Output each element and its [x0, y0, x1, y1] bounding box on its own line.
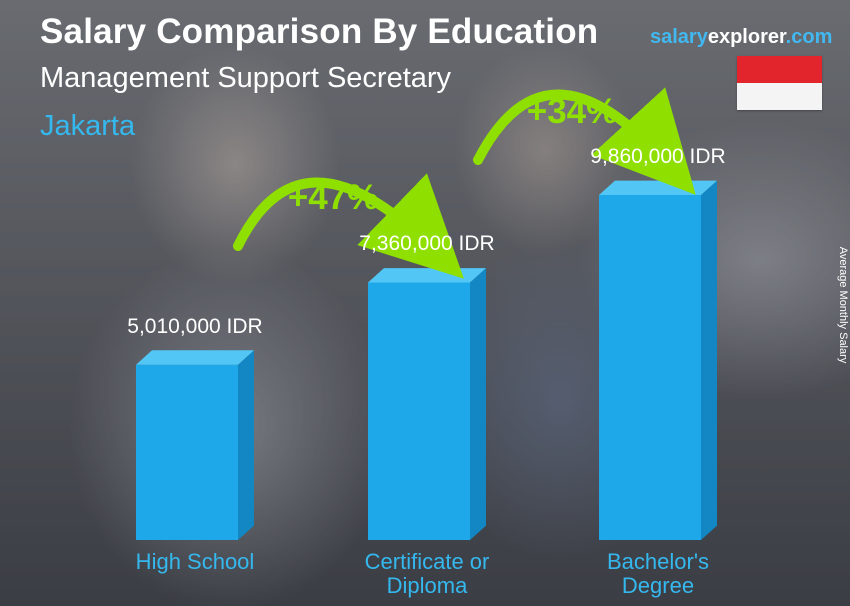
bar-3: [599, 180, 717, 540]
bar-side-1: [238, 350, 254, 540]
category-label-3: Bachelor's Degree: [606, 549, 710, 598]
bar-top-3: [599, 180, 717, 195]
job-title: Management Support Secretary: [40, 62, 452, 94]
bar-front-2: [368, 282, 470, 540]
brand-part-explorer: explorer: [707, 26, 786, 48]
indonesia-flag-icon: [737, 56, 822, 110]
brand-part-salary: salary: [650, 26, 708, 48]
location-label: Jakarta: [40, 110, 136, 142]
brand-part-domain: .com: [785, 26, 833, 48]
value-label-1: 5,010,000 IDR: [127, 314, 263, 338]
bar-top-1: [136, 350, 254, 365]
bar-front-3: [599, 195, 701, 540]
bar-side-3: [701, 180, 717, 540]
increase-label-2: +34%: [526, 92, 618, 131]
brand-logo[interactable]: salaryexplorer.com: [650, 26, 832, 49]
category-label-1: High School: [135, 549, 255, 574]
bar-1: [136, 350, 254, 540]
flag-red-stripe: [737, 56, 822, 83]
bar-side-2: [470, 268, 486, 540]
category-label-2: Certificate or Diploma: [364, 549, 490, 598]
increase-arrow-2: [473, 87, 696, 195]
bar-top-2: [368, 268, 486, 283]
value-label-3: 9,860,000 IDR: [590, 145, 726, 168]
increase-arrow-1: [233, 173, 464, 279]
increase-label-1: +47%: [287, 178, 379, 217]
chart-title: Salary Comparison By Education: [40, 12, 599, 51]
flag-white-stripe: [737, 83, 822, 110]
bar-front-1: [136, 364, 238, 540]
bar-2: [368, 268, 486, 540]
value-label-2: 7,360,000 IDR: [359, 232, 495, 256]
